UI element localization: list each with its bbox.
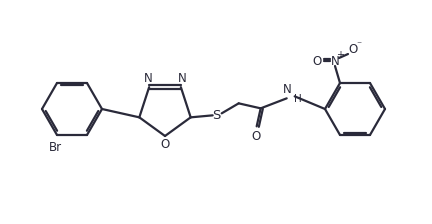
- Text: O: O: [312, 54, 322, 67]
- Text: H: H: [294, 94, 302, 104]
- Text: N: N: [283, 83, 292, 96]
- Text: O: O: [251, 130, 260, 143]
- Text: N: N: [144, 72, 152, 85]
- Text: ⁻: ⁻: [356, 40, 362, 50]
- Text: N: N: [178, 72, 186, 85]
- Text: O: O: [348, 43, 358, 56]
- Text: S: S: [213, 109, 221, 122]
- Text: Br: Br: [48, 141, 62, 154]
- Text: +: +: [336, 50, 344, 60]
- Text: O: O: [160, 138, 170, 151]
- Text: N: N: [330, 54, 340, 67]
